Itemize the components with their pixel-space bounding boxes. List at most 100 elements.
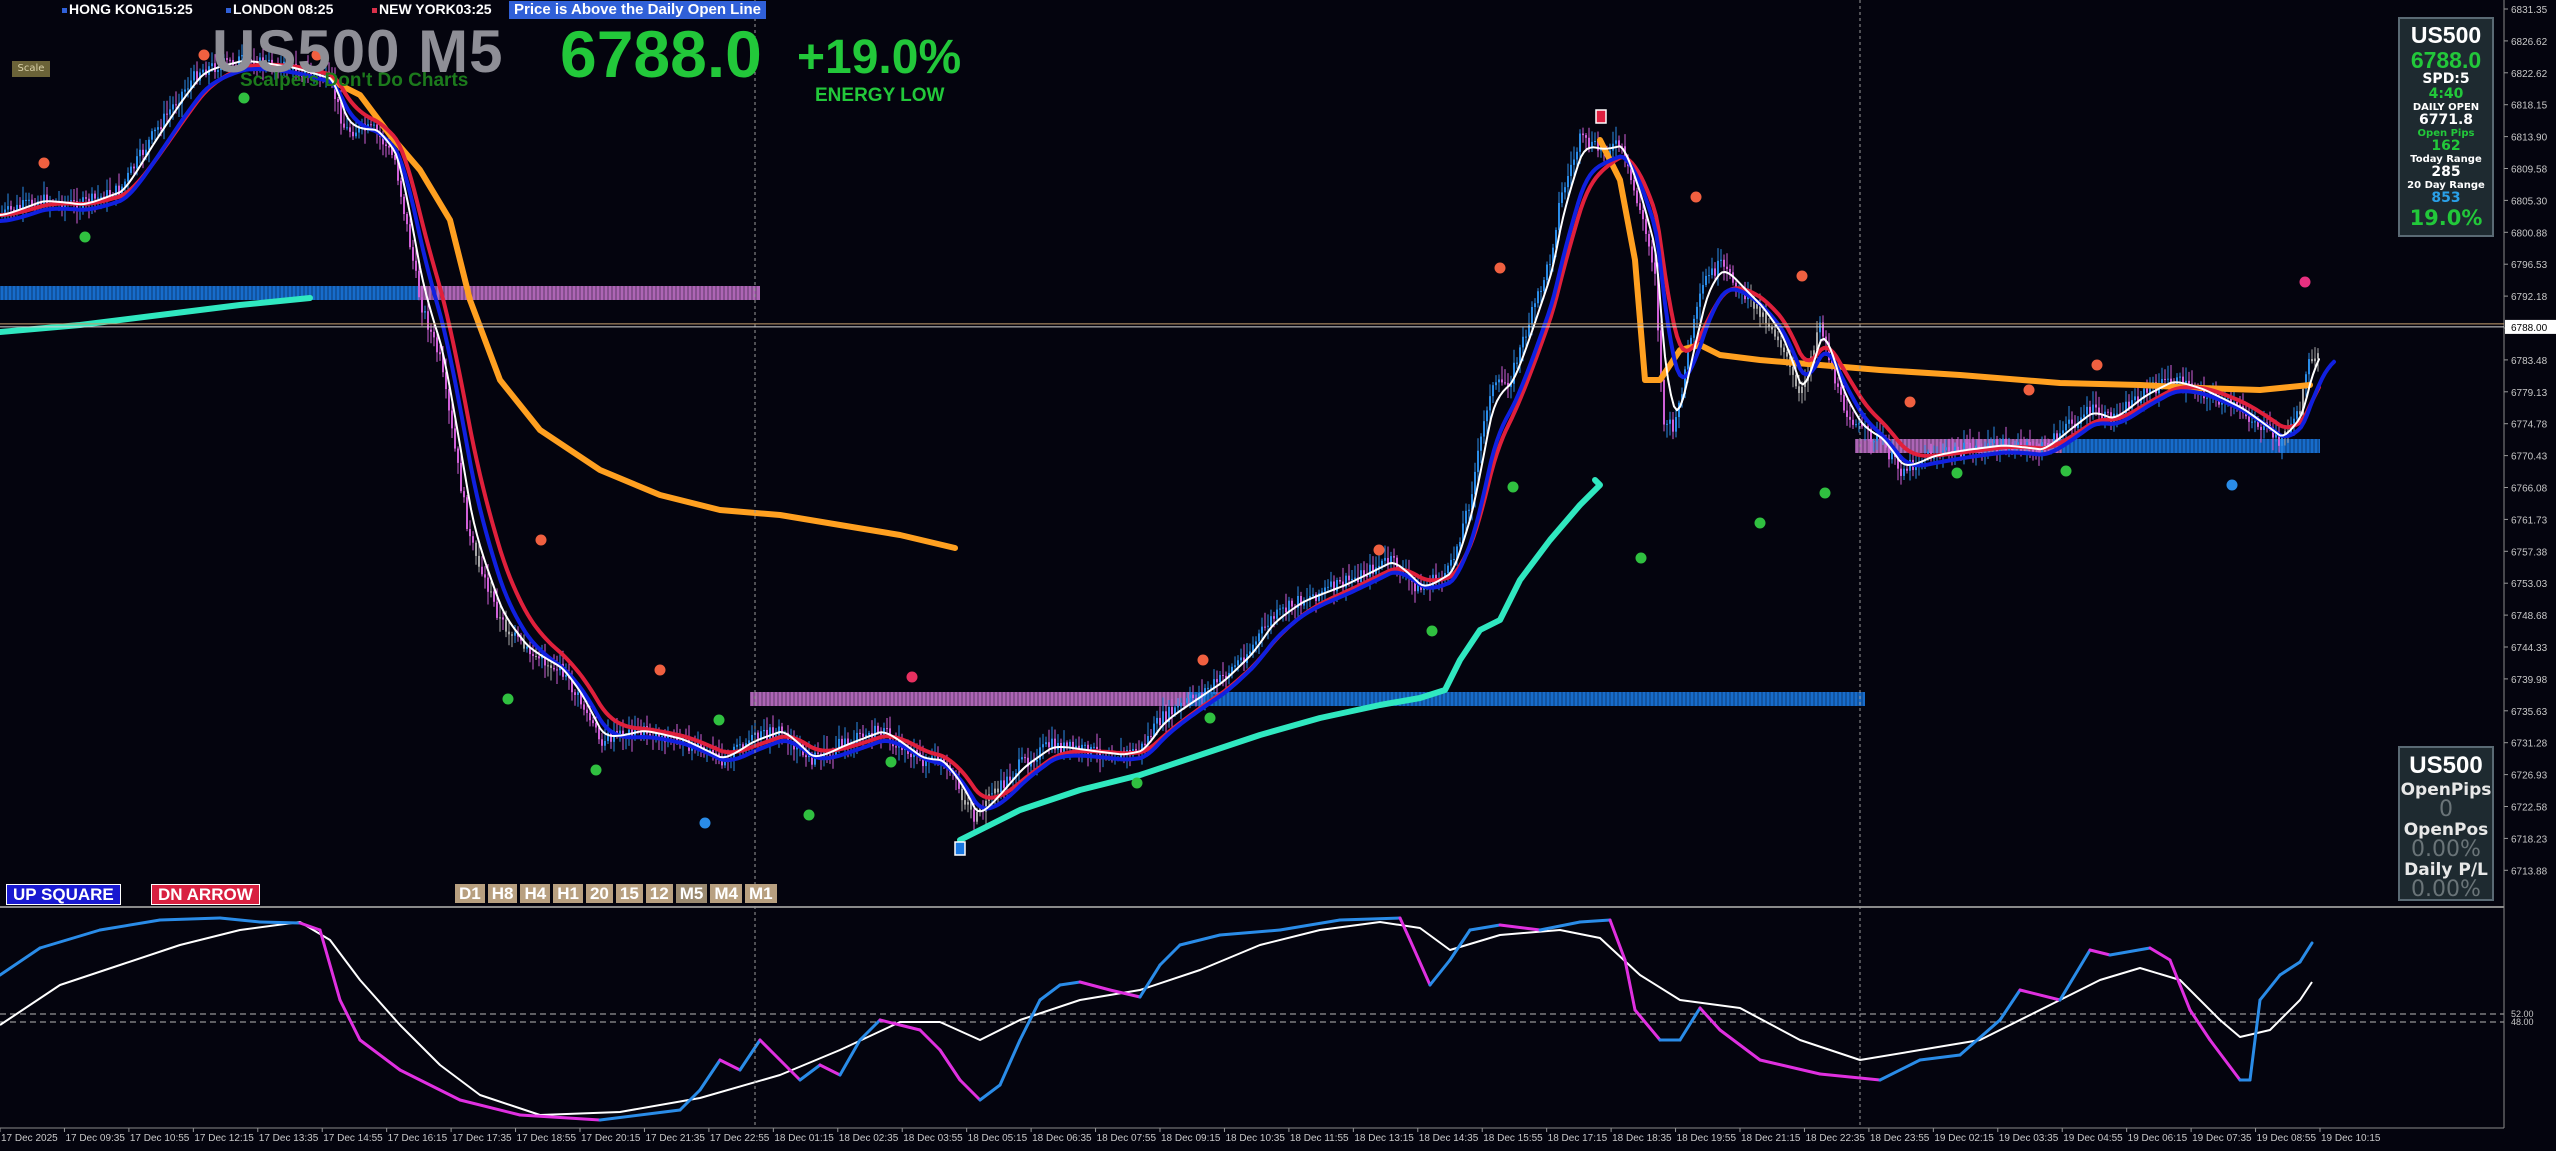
candle-body: [628, 729, 630, 737]
osc-fast-segment: [1538, 920, 1582, 932]
time-tick-label: 18 Dec 19:55: [1677, 1133, 1737, 1144]
candle-body: [2314, 358, 2316, 362]
signal-dot: [2299, 276, 2311, 288]
candle-body: [1000, 780, 1002, 793]
timeframe-button-m4[interactable]: M4: [710, 884, 742, 903]
candle-body: [865, 734, 867, 737]
candle-body: [1678, 402, 1680, 418]
osc-fast-segment: [1678, 1006, 1702, 1042]
candle-body: [409, 224, 411, 248]
osc-slow-line: [0, 921, 2313, 1116]
osc-fast-segment: [1398, 916, 1412, 942]
candle-body: [2149, 388, 2151, 393]
candle-body: [106, 190, 108, 202]
candle-body: [1039, 747, 1041, 760]
timeframe-button-15[interactable]: 15: [615, 884, 643, 903]
candle-body: [436, 337, 438, 353]
price-tick-label: 6831.35: [2511, 5, 2548, 16]
candle-body: [22, 200, 24, 209]
signal-dot: [2091, 359, 2103, 371]
candle-body: [1723, 259, 1725, 267]
candle-body: [1231, 666, 1233, 674]
candle-body: [493, 591, 495, 602]
candle-body: [1159, 717, 1161, 726]
candle-body: [142, 149, 144, 156]
candle-body: [1873, 441, 1875, 443]
candle-body: [1687, 347, 1689, 370]
candle-body: [1276, 609, 1278, 619]
candle-body: [1855, 424, 1857, 426]
candle-body: [448, 389, 450, 411]
candle-body: [1717, 260, 1719, 276]
scale-button[interactable]: Scale: [12, 61, 50, 77]
candle-body: [2170, 378, 2172, 384]
osc-fast-segment: [1918, 1053, 1962, 1062]
candle-body: [772, 727, 774, 738]
timeframe-button-h1[interactable]: H1: [553, 884, 583, 903]
candle-body: [1186, 698, 1188, 703]
candle-body: [1210, 687, 1212, 689]
timeframe-button-m1[interactable]: M1: [744, 884, 777, 903]
osc-fast-segment: [1498, 923, 1542, 932]
candle-body: [2083, 414, 2085, 418]
candle-body: [1993, 439, 1995, 444]
candle-body: [1288, 600, 1290, 613]
candle-body: [1219, 674, 1221, 683]
candle-body: [1282, 607, 1284, 609]
candle-body: [1096, 746, 1098, 750]
timeframe-button-20[interactable]: 20: [585, 884, 613, 903]
candle-body: [343, 123, 345, 128]
candle-body: [211, 63, 213, 67]
candle-body: [148, 139, 150, 150]
timeframe-button-h8[interactable]: H8: [487, 884, 518, 903]
candle-body: [1618, 140, 1620, 147]
candle-body: [511, 634, 513, 636]
candle-body: [403, 196, 405, 214]
candle-body: [1459, 541, 1461, 547]
candle-body: [163, 113, 165, 130]
candle-body: [1450, 559, 1452, 566]
osc-fast-segment: [2248, 998, 2262, 1082]
candle-body: [274, 66, 276, 70]
candle-body: [1468, 509, 1470, 511]
info-open-pips-label: Open Pips: [2417, 128, 2475, 139]
osc-fast-segment: [1158, 943, 1182, 967]
osc-fast-segment: [898, 1023, 922, 1032]
candle-body: [151, 131, 153, 140]
candle-body: [2281, 437, 2283, 446]
candle-body: [2128, 401, 2130, 409]
signal-dot: [1796, 270, 1808, 282]
timeframe-button-h4[interactable]: H4: [520, 884, 551, 903]
dn-arrow-button[interactable]: DN ARROW: [151, 884, 260, 905]
candle-body: [1372, 564, 1374, 574]
timeframe-button-12[interactable]: 12: [645, 884, 673, 903]
candle-body: [244, 54, 246, 56]
candle-body: [736, 744, 738, 747]
candle-body: [91, 193, 93, 205]
candle-body: [229, 59, 231, 61]
candle-body: [124, 181, 126, 187]
timeframe-button-m5[interactable]: M5: [675, 884, 708, 903]
symbol-title: US500 M5: [212, 18, 504, 85]
candle-body: [1456, 546, 1458, 560]
candle-body: [457, 448, 459, 463]
info-countdown: 4:40: [2428, 86, 2464, 102]
candle-body: [499, 617, 501, 619]
signal-dot: [713, 714, 725, 726]
candle-body: [2260, 426, 2262, 431]
candle-body: [502, 617, 504, 620]
info-today-range: 285: [2431, 164, 2461, 180]
candle-body: [391, 147, 393, 155]
candle-body: [355, 132, 357, 137]
candle-body: [478, 555, 480, 567]
price-tick-label: 6774.78: [2511, 420, 2548, 431]
osc-fast-segment: [1998, 988, 2022, 1022]
candle-body: [2056, 433, 2058, 441]
time-tick-label: 18 Dec 13:15: [1354, 1133, 1414, 1144]
osc-fast-segment: [1038, 983, 1062, 1002]
timeframe-button-d1[interactable]: D1: [455, 884, 485, 903]
up-square-button[interactable]: UP SQUARE: [6, 884, 121, 905]
price-tick-label: 6713.88: [2511, 866, 2548, 877]
candle-body: [1822, 322, 1824, 337]
